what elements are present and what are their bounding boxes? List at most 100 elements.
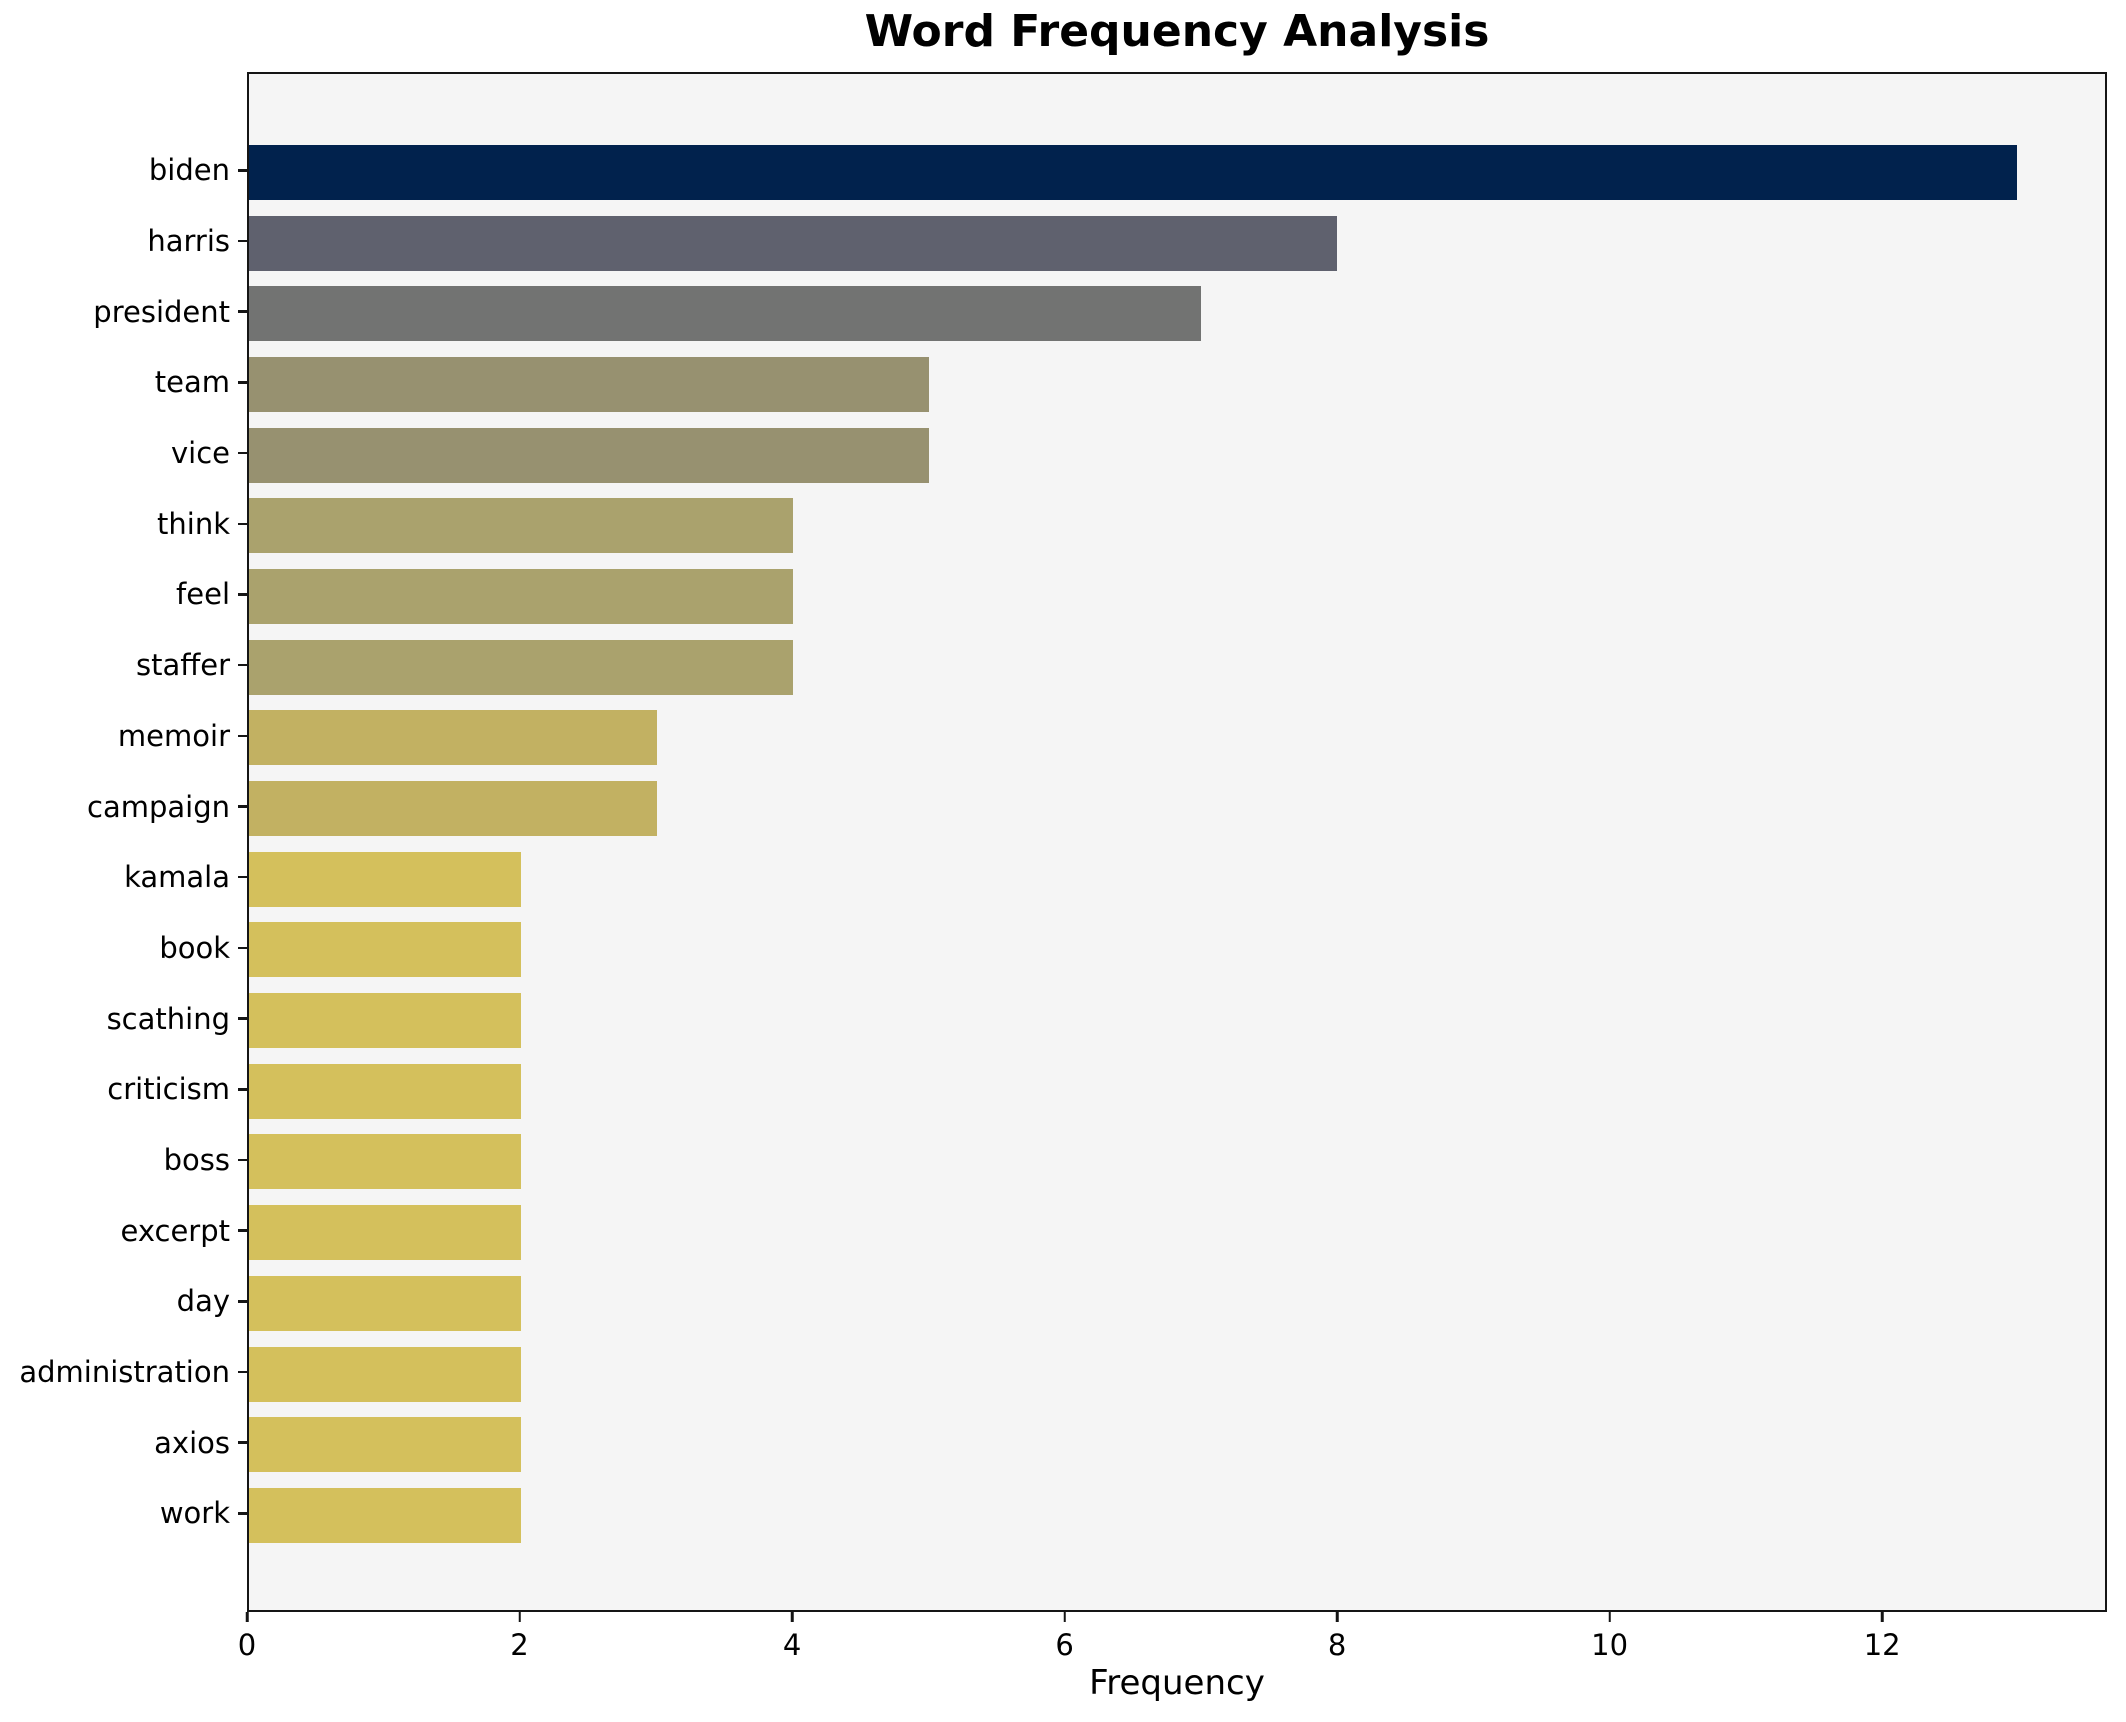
y-tick-mark	[238, 875, 247, 879]
frequency-bar	[249, 356, 929, 412]
bar-row	[249, 1409, 2105, 1480]
x-axis-title: Frequency	[1089, 1663, 1265, 1703]
frequency-bar	[249, 993, 521, 1049]
x-tick-label: 10	[1591, 1628, 1629, 1662]
y-label-row: think	[0, 488, 247, 559]
y-tick-mark	[238, 663, 247, 667]
y-tick-mark	[238, 522, 247, 526]
y-tick-mark	[238, 805, 247, 808]
x-tick-label: 2	[510, 1628, 529, 1662]
bar-row	[249, 915, 2105, 986]
category-label: harris	[147, 224, 230, 259]
frequency-bar	[249, 922, 521, 978]
bar-row	[249, 1197, 2105, 1268]
y-tick-mark	[238, 169, 247, 172]
y-label-row: axios	[0, 1407, 247, 1478]
y-tick-mark	[238, 946, 247, 950]
y-label-row: administration	[0, 1337, 247, 1408]
bar-row	[249, 1339, 2105, 1410]
x-tick-mark	[1063, 1612, 1066, 1622]
y-label-row: day	[0, 1266, 247, 1337]
bar-row	[249, 420, 2105, 491]
y-label-row: criticism	[0, 1054, 247, 1125]
y-label-row: work	[0, 1478, 247, 1549]
category-label: vice	[170, 436, 230, 471]
y-tick-mark	[238, 1229, 247, 1232]
category-label: axios	[154, 1425, 230, 1460]
x-tick-mark	[1608, 1612, 1611, 1622]
x-tick-mark	[518, 1612, 521, 1622]
bar-row	[249, 561, 2105, 632]
category-label: day	[176, 1284, 230, 1319]
bars-container	[249, 137, 2105, 1551]
category-label: memoir	[117, 718, 230, 753]
category-label: team	[154, 365, 230, 400]
bar-row	[249, 844, 2105, 915]
frequency-bar	[249, 286, 1201, 342]
plot-area	[247, 72, 2107, 1612]
y-tick-mark	[238, 593, 247, 596]
x-tick-mark	[1880, 1612, 1884, 1622]
bar-row	[249, 632, 2105, 703]
y-label-row: biden	[0, 135, 247, 206]
y-tick-mark	[238, 1158, 247, 1162]
y-label-row: scathing	[0, 983, 247, 1054]
bar-row	[249, 1480, 2105, 1551]
frequency-bar	[249, 1134, 521, 1190]
category-label: excerpt	[120, 1213, 230, 1248]
y-tick-mark	[238, 1088, 247, 1091]
y-axis-labels: biden harris president team vice think feel sta…	[0, 72, 247, 1612]
x-tick-mark	[1335, 1612, 1339, 1622]
category-label: scathing	[106, 1001, 230, 1036]
bar-row	[249, 1268, 2105, 1339]
bar-row	[249, 703, 2105, 774]
frequency-bar	[249, 710, 657, 766]
y-label-row: team	[0, 347, 247, 418]
frequency-bar	[249, 1205, 521, 1261]
frequency-bar	[249, 1275, 521, 1331]
category-label: president	[93, 294, 230, 329]
x-tick-mark	[245, 1612, 249, 1622]
frequency-bar	[249, 1417, 521, 1473]
category-label: feel	[176, 577, 230, 612]
category-label: campaign	[87, 789, 230, 824]
category-label: book	[159, 930, 230, 965]
y-tick-mark	[238, 239, 247, 243]
frequency-bar	[249, 1346, 521, 1402]
y-tick-mark	[238, 451, 247, 455]
bar-row	[249, 985, 2105, 1056]
category-label: staffer	[136, 648, 230, 683]
frequency-bar	[249, 1487, 521, 1543]
category-label: kamala	[124, 860, 230, 895]
y-tick-mark	[238, 381, 247, 384]
x-tick-label: 0	[237, 1628, 257, 1662]
y-tick-mark	[238, 734, 247, 738]
y-label-row: book	[0, 913, 247, 984]
category-label: think	[157, 506, 230, 541]
y-tick-mark	[238, 1512, 247, 1515]
category-label: work	[159, 1496, 230, 1531]
y-label-row: harris	[0, 206, 247, 277]
y-label-row: kamala	[0, 842, 247, 913]
frequency-bar	[249, 639, 793, 695]
y-tick-mark	[238, 1370, 247, 1374]
y-label-row: campaign	[0, 771, 247, 842]
chart-title: Word Frequency Analysis	[864, 6, 1490, 57]
frequency-bar	[249, 498, 793, 554]
bar-row	[249, 278, 2105, 349]
bar-row	[249, 490, 2105, 561]
bar-row	[249, 1056, 2105, 1127]
frequency-bar	[249, 851, 521, 907]
x-tick-label: 4	[782, 1628, 802, 1662]
x-tick-mark	[790, 1612, 794, 1622]
frequency-bar	[249, 215, 1337, 271]
category-label: administration	[19, 1355, 230, 1390]
bar-row	[249, 137, 2105, 208]
category-label: criticism	[107, 1072, 230, 1107]
frequency-bar	[249, 144, 2017, 200]
y-label-row: memoir	[0, 701, 247, 772]
y-tick-mark	[238, 1441, 247, 1444]
x-axis-ticks: 0 2 4 6 8 10 12	[238, 1612, 2107, 1672]
bar-row	[249, 773, 2105, 844]
